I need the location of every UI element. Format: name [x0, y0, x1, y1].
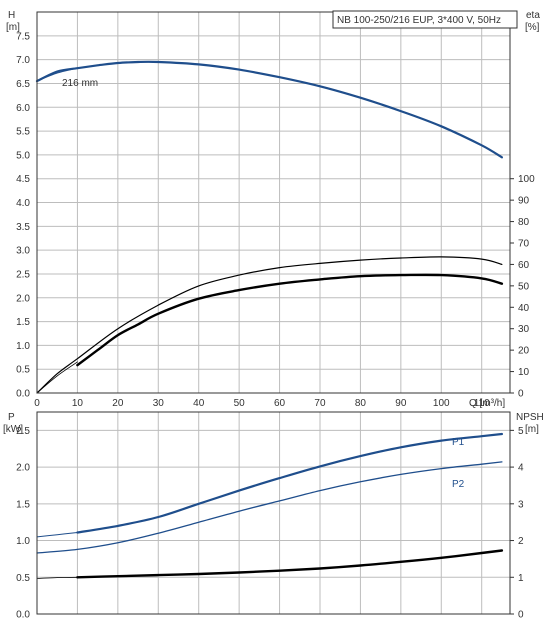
y-left-tick-label: 6.0: [16, 103, 30, 114]
y-right-tick-label: 30: [518, 324, 530, 335]
h-axis-unit: [m]: [6, 22, 20, 33]
y-right-tick-label: 5: [518, 426, 524, 437]
y-left-tick-label: 5.0: [16, 150, 30, 161]
y-left-tick-label: 1.5: [16, 317, 30, 328]
tick-layer: 0 10 20 30 40 50 60 70 80 90 100 1100.00.51.01.52.0…: [16, 31, 535, 620]
y-left-tick-label: 2.5: [16, 269, 30, 280]
h-axis-label: H: [8, 10, 15, 21]
y-right-tick-label: 1: [518, 573, 524, 584]
x-tick-label: 30: [153, 398, 165, 409]
y-left-tick-label: 5.5: [16, 127, 30, 138]
y-right-tick-label: 3: [518, 499, 524, 510]
y-right-tick-label: 90: [518, 196, 530, 207]
series-line: [36, 67, 78, 82]
series-line: [76, 549, 504, 579]
p1-label: P1: [452, 437, 465, 448]
y-left-tick-label: 2.0: [16, 293, 30, 304]
eta-axis-label: eta: [526, 10, 540, 21]
series-line: [36, 576, 78, 579]
y-left-tick-label: 0.0: [16, 389, 30, 400]
y-left-tick-label: 7.5: [16, 31, 30, 42]
frame-layer: [36, 11, 511, 615]
y-left-tick-label: 4.0: [16, 198, 30, 209]
y-right-tick-label: 10: [518, 367, 530, 378]
x-tick-label: 80: [355, 398, 367, 409]
p-axis-label: P: [8, 412, 15, 423]
y-left-tick-label: 1.0: [16, 341, 30, 352]
y-right-tick-label: 20: [518, 346, 530, 357]
y-right-tick-label: 50: [518, 281, 530, 292]
grid-layer: [36, 12, 510, 615]
series-line: [76, 273, 504, 367]
x-tick-label: 40: [193, 398, 205, 409]
y-left-tick-label: 1.5: [16, 499, 30, 510]
p-axis-unit: [kW]: [3, 424, 23, 435]
series-line: [36, 532, 78, 538]
y-left-tick-label: 0.0: [16, 610, 30, 621]
y-left-tick-label: 1.0: [16, 536, 30, 547]
x-tick-label: 20: [112, 398, 124, 409]
plot-frame: [36, 11, 511, 394]
y-right-tick-label: 4: [518, 463, 524, 474]
y-right-tick-label: 60: [518, 260, 530, 271]
y-right-tick-label: 70: [518, 239, 530, 250]
plot-frame: [36, 411, 511, 615]
y-right-tick-label: 0: [518, 610, 524, 621]
y-left-tick-label: 2.0: [16, 463, 30, 474]
x-tick-label: 100: [433, 398, 450, 409]
eta-axis-unit: [%]: [525, 22, 540, 33]
impeller-diameter-label: 216 mm: [62, 78, 98, 89]
series-line: [36, 256, 503, 394]
chart-title: NB 100-250/216 EUP, 3*400 V, 50Hz: [337, 15, 501, 26]
y-right-tick-label: 0: [518, 389, 524, 400]
y-left-tick-label: 3.5: [16, 222, 30, 233]
x-tick-label: 0: [34, 398, 40, 409]
x-tick-label: 10: [72, 398, 84, 409]
series-line: [36, 361, 78, 394]
series-line: [35, 60, 503, 159]
q-axis-label: Q [m³/h]: [469, 398, 505, 409]
x-tick-label: 60: [274, 398, 286, 409]
series-line: [36, 461, 503, 554]
y-right-tick-label: 2: [518, 536, 524, 547]
npsh-axis-label: NPSH: [516, 412, 544, 423]
curve-layer: [35, 60, 504, 579]
x-tick-label: 90: [395, 398, 407, 409]
y-left-tick-label: 4.5: [16, 174, 30, 185]
x-tick-label: 50: [234, 398, 246, 409]
y-left-tick-label: 2.5: [16, 426, 30, 437]
y-left-tick-label: 0.5: [16, 573, 30, 584]
x-tick-label: 70: [314, 398, 326, 409]
chart-title-box: [332, 10, 518, 29]
y-right-tick-label: 80: [518, 217, 530, 228]
y-left-tick-label: 6.5: [16, 79, 30, 90]
npsh-axis-unit: [m]: [525, 424, 539, 435]
y-left-tick-label: 7.0: [16, 55, 30, 66]
y-left-tick-label: 0.5: [16, 365, 30, 376]
p2-label: P2: [452, 479, 465, 490]
y-right-tick-label: 40: [518, 303, 530, 314]
y-right-tick-label: 100: [518, 174, 535, 185]
x-tick-label: 110: [474, 398, 490, 409]
series-line: [76, 432, 503, 534]
y-left-tick-label: 3.0: [16, 246, 30, 257]
